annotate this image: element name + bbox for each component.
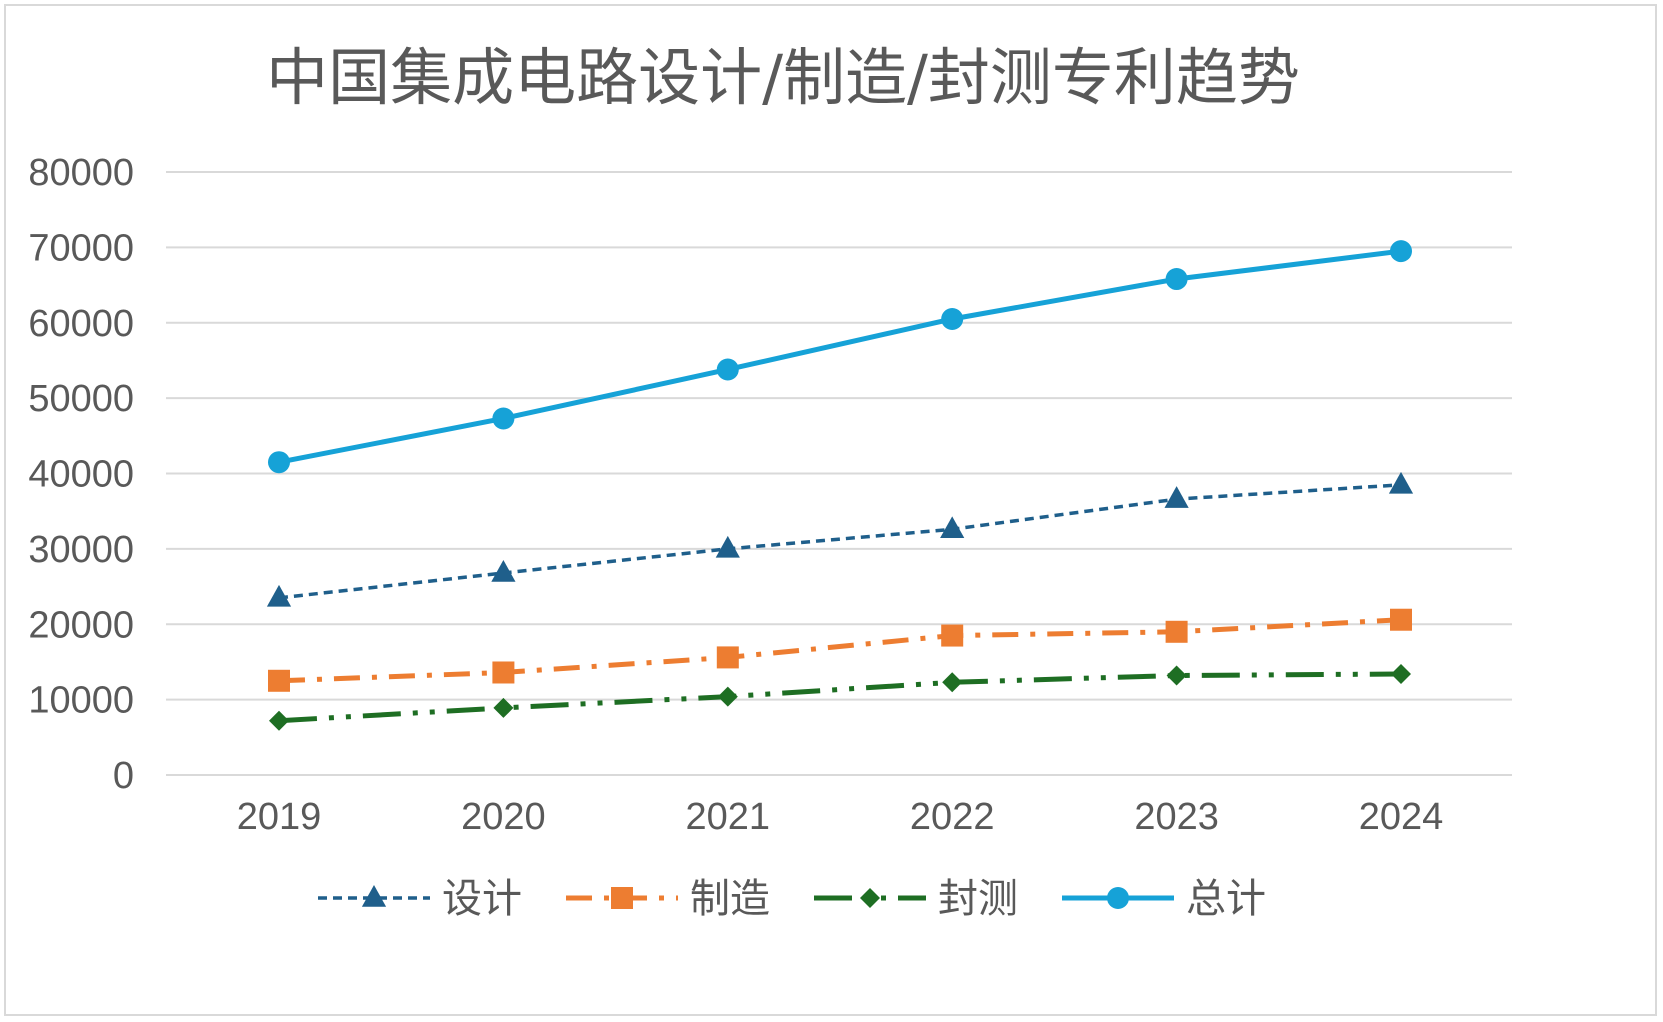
x-tick-label: 2024: [1359, 796, 1444, 838]
data-point-diamond: [1166, 665, 1187, 686]
y-tick-label: 20000: [28, 604, 134, 646]
grid-layer: [166, 171, 1512, 776]
data-point-diamond: [1391, 663, 1411, 684]
series-line: [278, 483, 1402, 600]
legend-label: 制造: [690, 876, 770, 922]
x-axis-ticks: 2019 2020 2021 2022 2023 2024: [237, 796, 1444, 838]
legend-marker-diamond: [860, 888, 880, 908]
series-line: [278, 248, 1402, 465]
series-layer: [266, 240, 1414, 731]
data-point-triangle: [266, 584, 292, 607]
data-point-square: [716, 646, 739, 669]
x-tick-label: 2021: [686, 796, 771, 838]
x-tick-label: 2022: [910, 796, 995, 838]
series-2: [269, 663, 1411, 731]
data-point-circle: [1165, 268, 1188, 291]
x-tick-label: 2020: [461, 796, 546, 838]
data-point-circle: [1390, 240, 1412, 263]
y-tick-label: 60000: [28, 303, 134, 345]
data-point-circle: [492, 407, 515, 430]
legend-label: 总计: [1186, 876, 1266, 922]
series-3: [268, 240, 1412, 474]
data-point-triangle: [1164, 486, 1189, 508]
data-point-triangle: [491, 560, 516, 582]
data-point-square: [492, 661, 515, 684]
legend-marker-triangle: [361, 885, 387, 907]
y-tick-label: 0: [113, 755, 134, 797]
data-point-triangle: [715, 535, 740, 558]
y-tick-label: 10000: [28, 680, 134, 722]
data-point-triangle: [1388, 471, 1414, 494]
series-line: [278, 671, 1402, 724]
data-point-square: [268, 669, 290, 692]
data-point-square: [1390, 608, 1412, 631]
data-point-circle: [268, 451, 290, 474]
chart-title: 中国集成电路设计/制造/封测专利趋势: [266, 41, 1300, 114]
legend-label: 封测: [938, 876, 1018, 922]
data-point-circle: [716, 358, 739, 381]
y-tick-label: 80000: [28, 152, 134, 194]
y-tick-label: 40000: [28, 454, 134, 496]
data-point-triangle: [940, 516, 965, 539]
data-point-square: [941, 624, 964, 647]
legend-marker-circle: [1107, 887, 1129, 909]
legend-item-1: 制造: [566, 876, 770, 922]
data-point-diamond: [493, 697, 514, 718]
data-point-diamond: [942, 672, 963, 693]
y-tick-label: 70000: [28, 227, 134, 269]
legend-item-3: 总计: [1062, 876, 1266, 922]
data-point-diamond: [717, 686, 738, 707]
x-tick-label: 2023: [1134, 796, 1219, 838]
legend-item-2: 封测: [814, 876, 1018, 922]
legend-label: 设计: [442, 876, 522, 922]
y-tick-label: 50000: [28, 378, 134, 420]
data-point-diamond: [269, 710, 289, 731]
legend-marker-square: [611, 887, 633, 909]
series-line: [278, 617, 1402, 684]
series-0: [266, 471, 1414, 607]
y-axis-ticks: 0 10000 20000 30000 40000 50000 60000 70000 8000…: [28, 152, 134, 797]
y-tick-label: 30000: [28, 529, 134, 571]
legend-item-0: 设计: [318, 876, 522, 922]
data-point-square: [1165, 620, 1188, 643]
legend: 设计 制造 封测 总计: [318, 876, 1266, 922]
data-point-circle: [941, 307, 964, 330]
x-tick-label: 2019: [237, 796, 322, 838]
series-1: [268, 608, 1412, 692]
